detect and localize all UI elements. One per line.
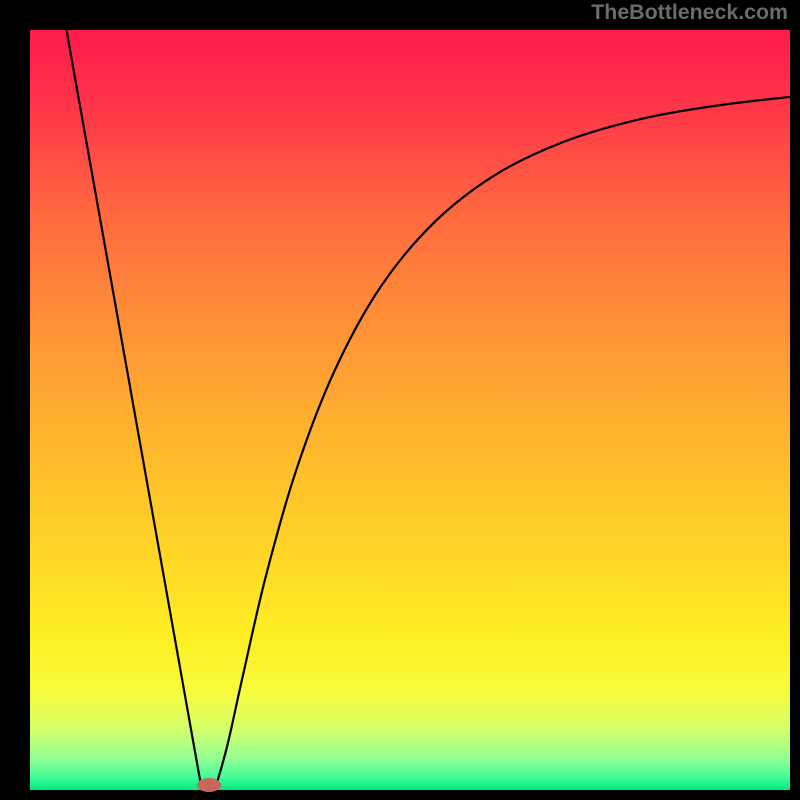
curve-layer: [30, 30, 790, 790]
plot-area: [30, 30, 790, 790]
chart-container: TheBottleneck.com: [0, 0, 800, 800]
v-curve-right: [216, 97, 790, 786]
watermark-text: TheBottleneck.com: [591, 0, 788, 25]
v-curve-left: [66, 30, 201, 785]
